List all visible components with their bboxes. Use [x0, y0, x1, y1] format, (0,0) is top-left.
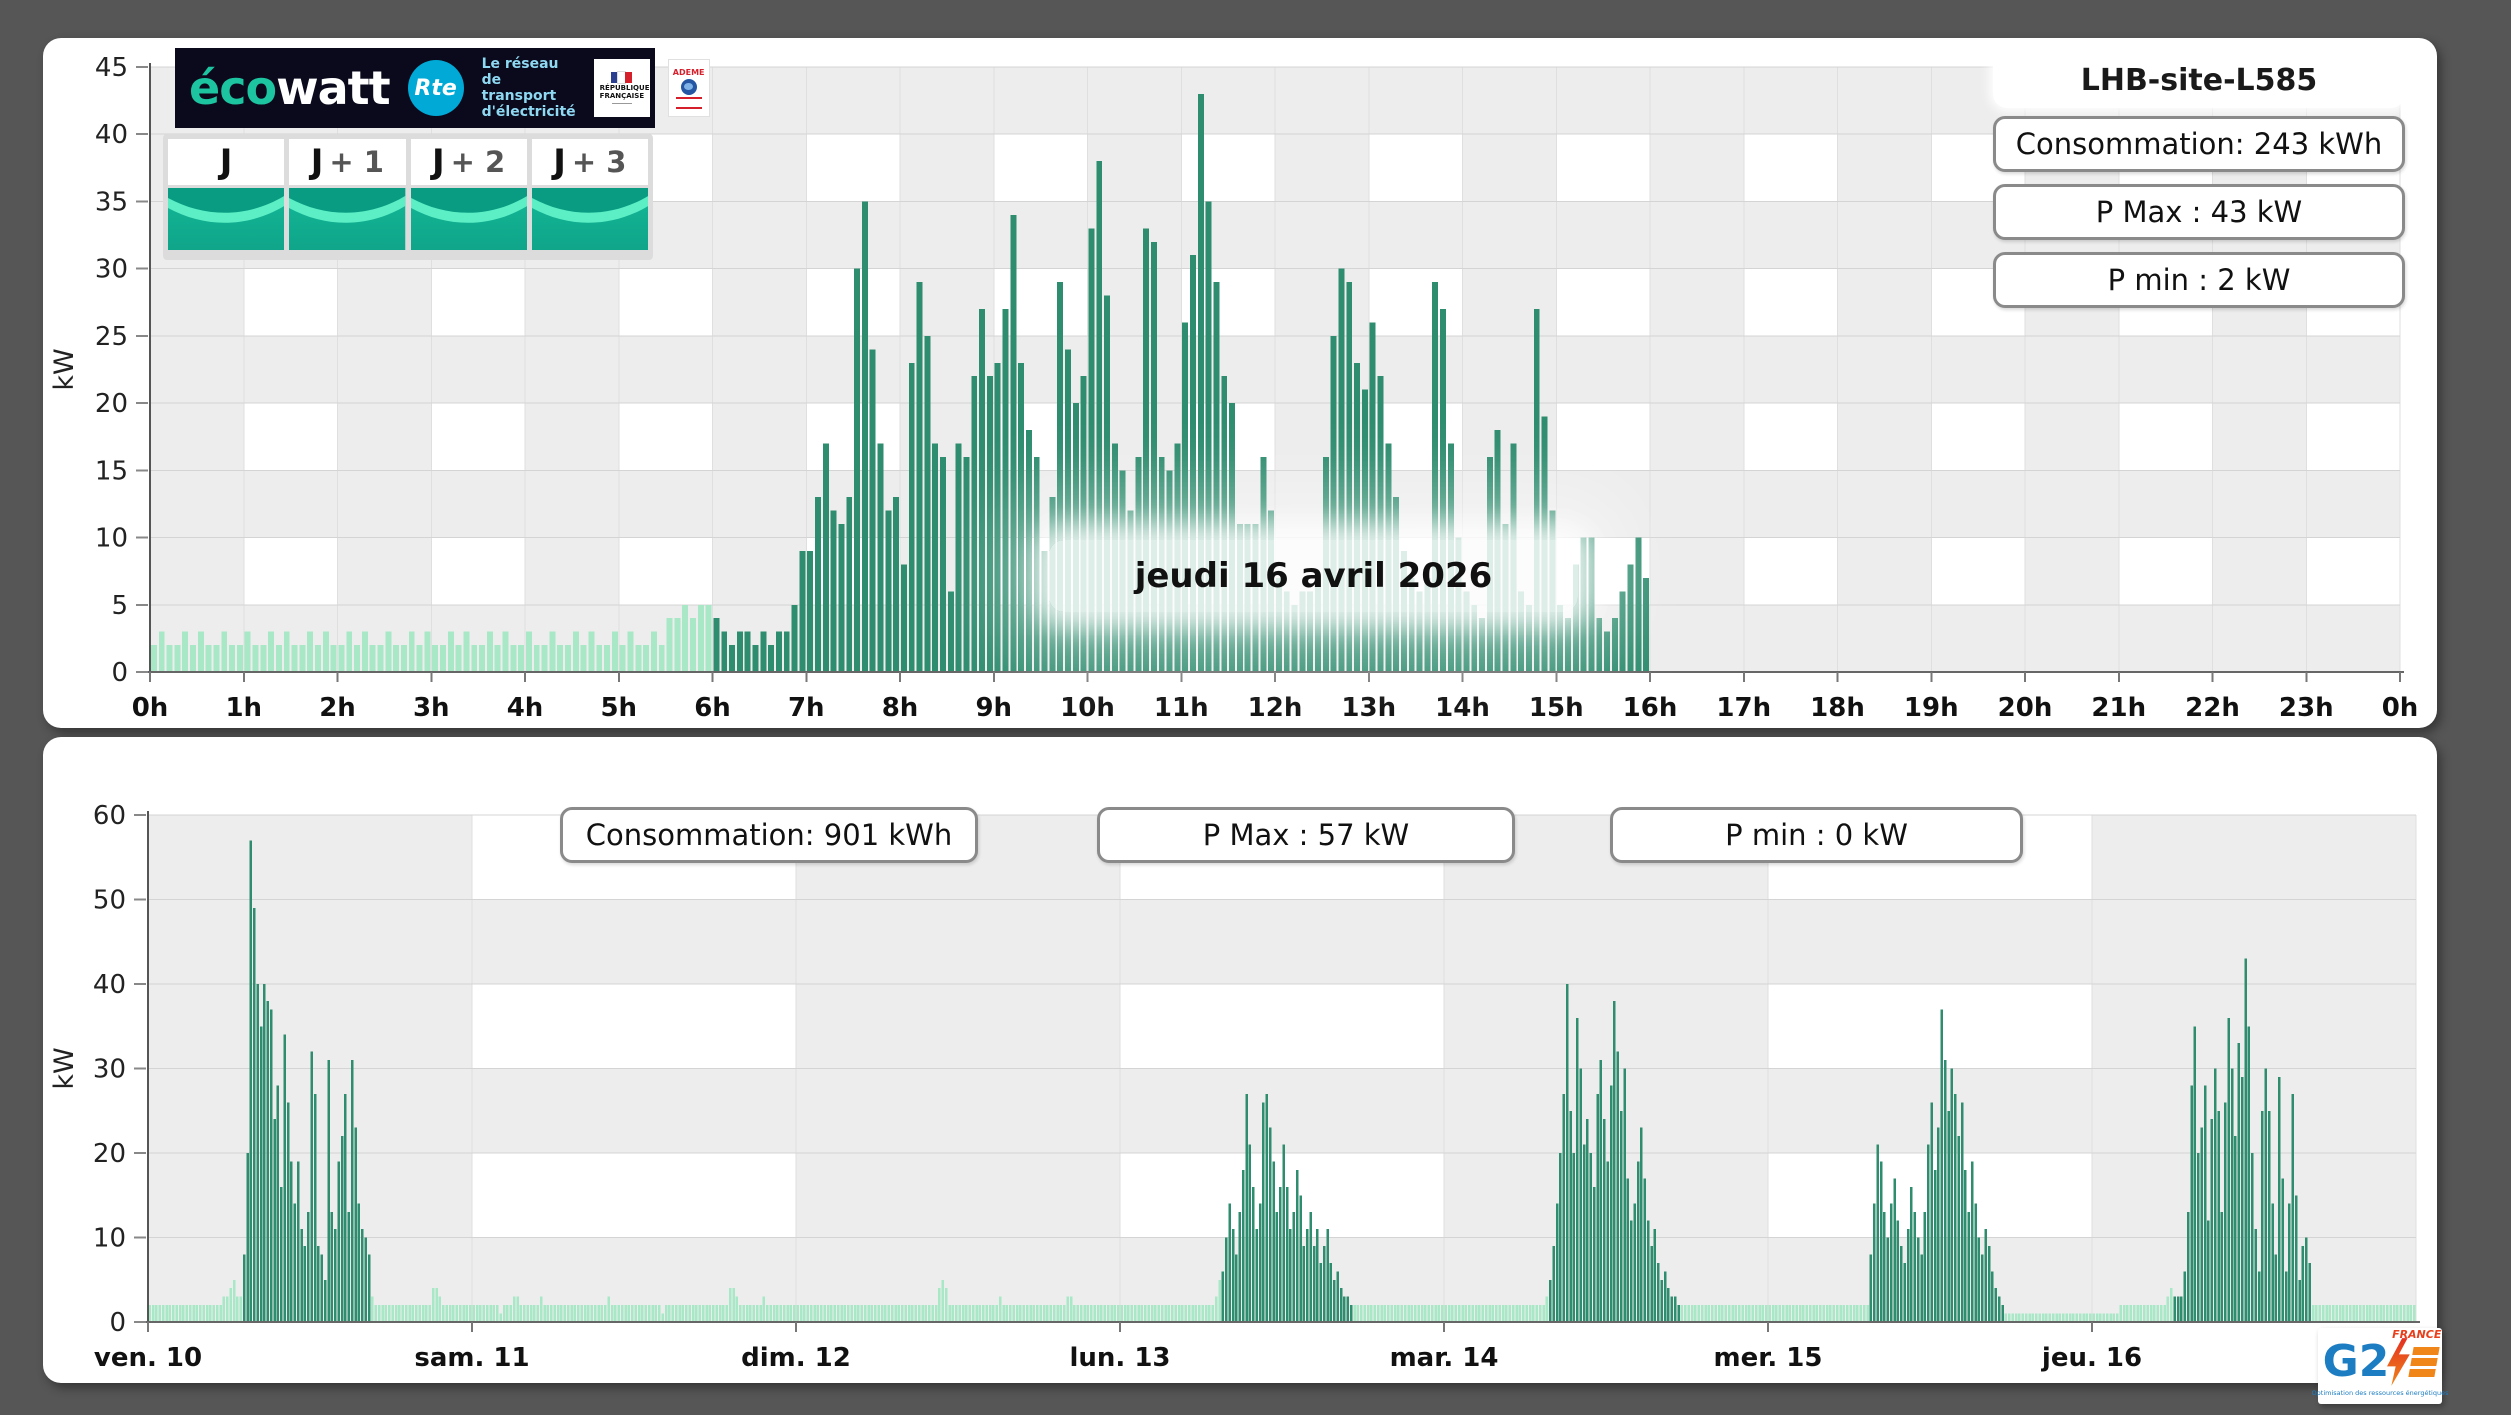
daily-pmax-stat: P Max : 43 kW — [1993, 184, 2405, 240]
svg-text:21h: 21h — [2091, 693, 2146, 723]
svg-text:7h: 7h — [788, 693, 825, 723]
site-name: LHB-site-L585 — [1993, 52, 2405, 108]
svg-text:kW: kW — [49, 348, 80, 390]
day-button-j2[interactable]: J+ 2 — [411, 139, 527, 255]
svg-text:10: 10 — [93, 1224, 126, 1254]
svg-text:22h: 22h — [2185, 693, 2240, 723]
selected-date-label: jeudi 16 avril 2026 — [1049, 540, 1578, 612]
svg-text:14h: 14h — [1435, 693, 1490, 723]
ecowatt-signal-icon — [411, 188, 527, 250]
weekly-chart-panel: 0 10 20 30 40 50 60 ven. 10 sam. 11 dim. 12 lun. 1… — [43, 737, 2437, 1383]
svg-text:ven. 10: ven. 10 — [94, 1343, 202, 1373]
ecowatt-signal-icon — [532, 188, 648, 250]
republique-francaise-logo: RÉPUBLIQUEFRANÇAISE — [594, 59, 650, 117]
svg-text:mer. 15: mer. 15 — [1714, 1343, 1823, 1373]
globe-icon — [681, 79, 697, 95]
svg-text:2h: 2h — [319, 693, 356, 723]
svg-text:9h: 9h — [975, 693, 1012, 723]
svg-text:35: 35 — [95, 187, 128, 217]
svg-text:25: 25 — [95, 322, 128, 352]
ademe-logo: ADEME — [668, 59, 710, 117]
svg-text:jeu. 16: jeu. 16 — [2041, 1343, 2142, 1373]
svg-text:19h: 19h — [1904, 693, 1959, 723]
daily-consumption-stat: Consommation: 243 kWh — [1993, 116, 2405, 172]
rte-logo: Rte — [408, 60, 464, 116]
forecast-day-buttons: JJ+ 1J+ 2J+ 3 — [163, 134, 653, 260]
svg-text:0: 0 — [111, 658, 128, 688]
daily-chart-panel: 0 5 10 15 20 25 30 35 40 45 0h 1h 2h 3h 4h 5h 6h 7h 8h 9h 10… — [43, 38, 2437, 728]
ecowatt-logo: écowatt — [189, 61, 390, 115]
svg-text:6h: 6h — [694, 693, 731, 723]
rte-tagline: Le réseau de transport d'électricité — [482, 56, 576, 120]
svg-text:17h: 17h — [1716, 693, 1771, 723]
day-button-j3[interactable]: J+ 3 — [532, 139, 648, 255]
svg-text:45: 45 — [95, 53, 128, 83]
svg-text:13h: 13h — [1341, 693, 1396, 723]
svg-text:sam. 11: sam. 11 — [414, 1343, 529, 1373]
svg-text:0: 0 — [109, 1308, 126, 1338]
svg-text:20: 20 — [93, 1139, 126, 1169]
svg-text:40: 40 — [95, 120, 128, 150]
daily-pmin-stat: P min : 2 kW — [1993, 252, 2405, 308]
ecowatt-signal-icon — [168, 188, 284, 250]
g2e-e-bars — [2409, 1347, 2440, 1377]
svg-text:11h: 11h — [1154, 693, 1209, 723]
svg-text:10: 10 — [95, 524, 128, 554]
weekly-consumption-stat: Consommation: 901 kWh — [560, 807, 978, 863]
weekly-pmin-stat: P min : 0 kW — [1610, 807, 2023, 863]
svg-text:1h: 1h — [225, 693, 262, 723]
svg-text:60: 60 — [93, 801, 126, 831]
ecowatt-logo-bar: écowatt Rte Le réseau de transport d'éle… — [175, 48, 655, 128]
svg-text:20: 20 — [95, 389, 128, 419]
svg-text:40: 40 — [93, 970, 126, 1000]
svg-text:18h: 18h — [1810, 693, 1865, 723]
svg-text:16h: 16h — [1623, 693, 1678, 723]
svg-text:20h: 20h — [1998, 693, 2053, 723]
svg-text:3h: 3h — [413, 693, 450, 723]
svg-text:10h: 10h — [1060, 693, 1115, 723]
svg-text:12h: 12h — [1248, 693, 1303, 723]
svg-text:50: 50 — [93, 886, 126, 916]
svg-text:23h: 23h — [2279, 693, 2334, 723]
svg-text:dim. 12: dim. 12 — [741, 1343, 851, 1373]
g2e-france-logo: G2 FRANCE Optimisation des ressources én… — [2318, 1328, 2442, 1404]
svg-text:8h: 8h — [882, 693, 919, 723]
french-flag-icon — [611, 72, 632, 83]
svg-text:5h: 5h — [600, 693, 637, 723]
svg-text:15: 15 — [95, 456, 128, 486]
weekly-pmax-stat: P Max : 57 kW — [1097, 807, 1515, 863]
energy-dashboard: { "logo_bar": { "brand_eco": "éco", "bra… — [0, 0, 2511, 1415]
day-button-j[interactable]: J — [168, 139, 284, 255]
svg-text:5: 5 — [111, 591, 128, 621]
ecowatt-signal-icon — [289, 188, 405, 250]
svg-text:30: 30 — [95, 255, 128, 285]
svg-text:15h: 15h — [1529, 693, 1584, 723]
svg-text:0h: 0h — [2382, 693, 2419, 723]
lightning-bolt-icon — [2387, 1338, 2413, 1386]
svg-text:kW: kW — [49, 1047, 80, 1089]
svg-text:0h: 0h — [132, 693, 169, 723]
svg-text:4h: 4h — [507, 693, 544, 723]
day-button-j1[interactable]: J+ 1 — [289, 139, 405, 255]
svg-text:mar. 14: mar. 14 — [1390, 1343, 1499, 1373]
svg-text:30: 30 — [93, 1055, 126, 1085]
svg-text:lun. 13: lun. 13 — [1069, 1343, 1170, 1373]
